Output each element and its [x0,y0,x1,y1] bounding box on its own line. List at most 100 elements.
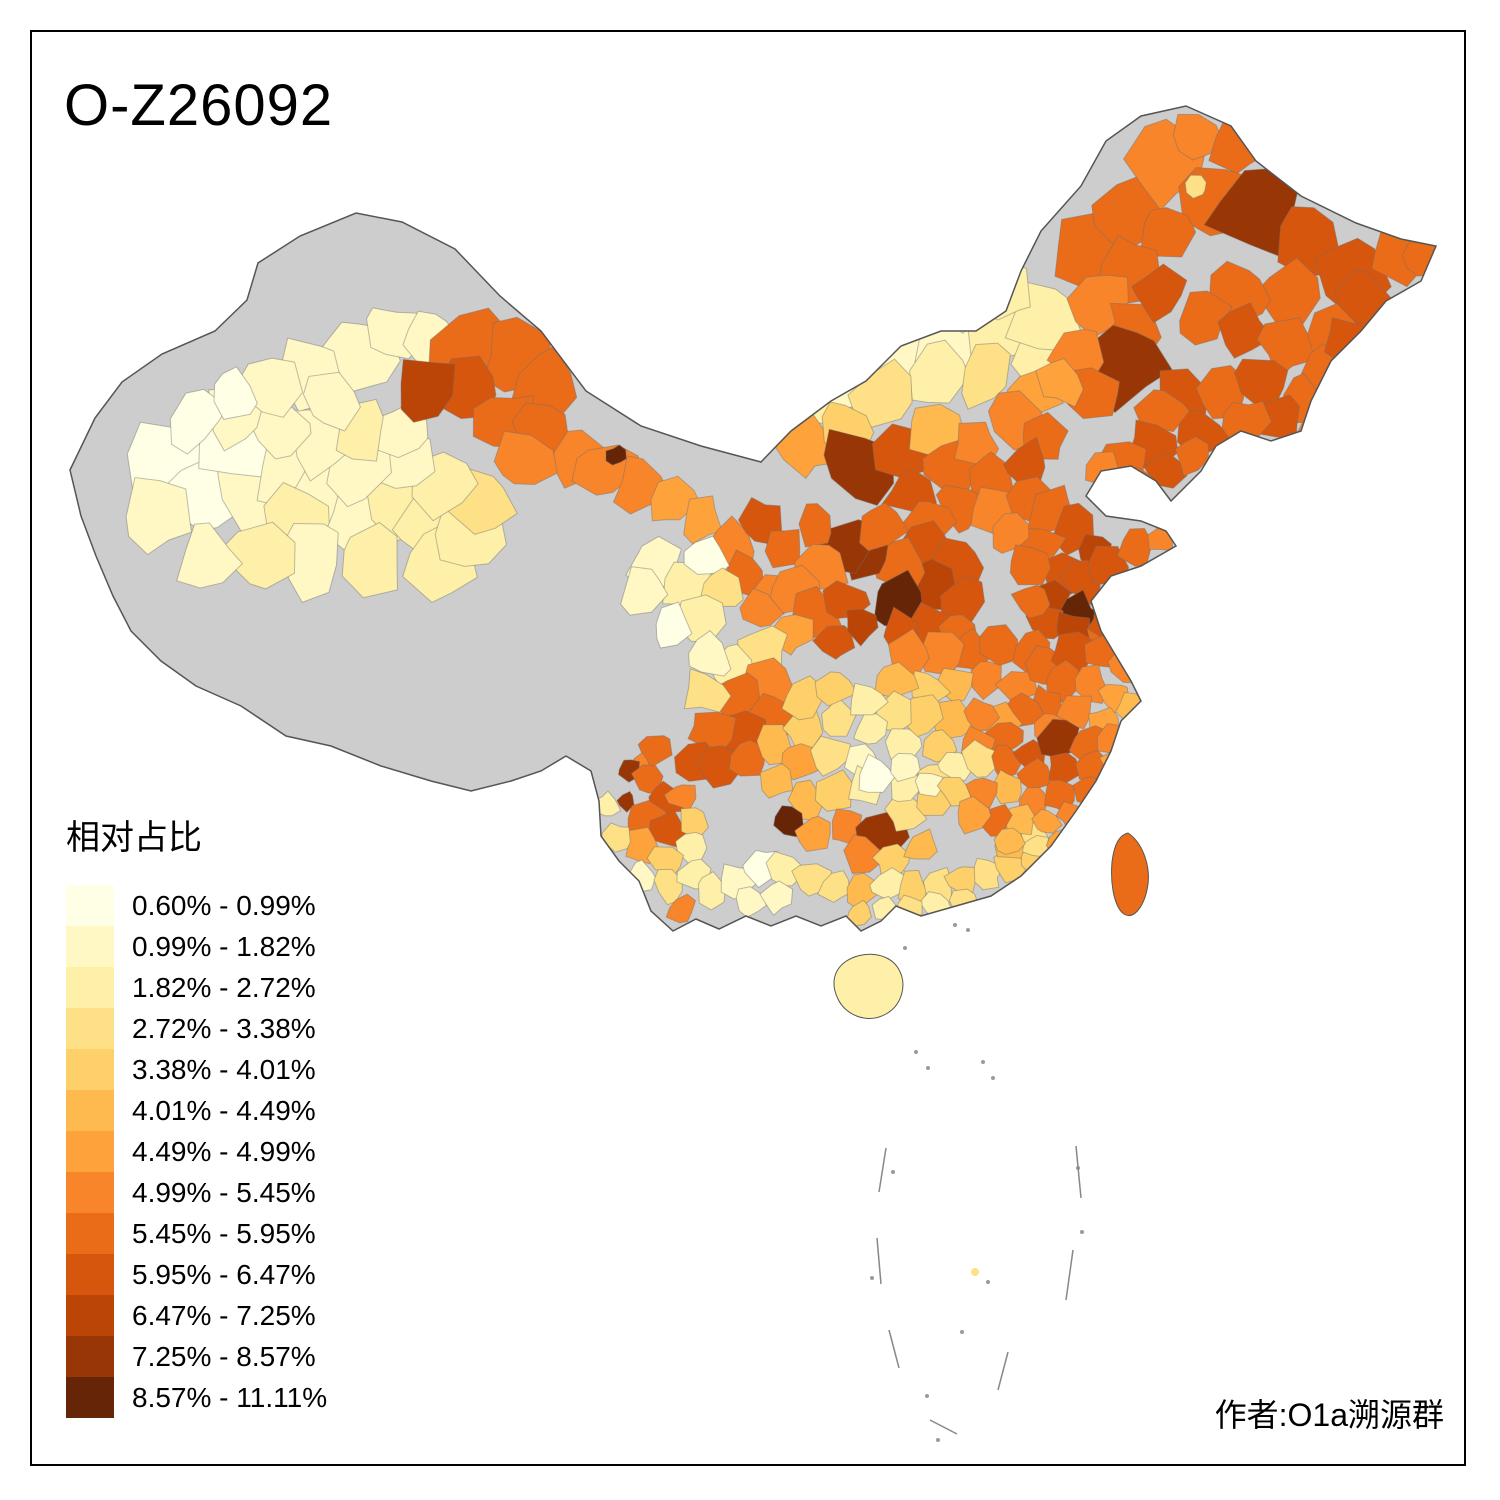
map-region [849,682,889,716]
map-region [1179,290,1233,346]
small-island-dot [903,946,907,950]
map-region [1031,808,1063,834]
small-island-dot [991,1076,995,1080]
legend-swatch [66,1254,114,1295]
map-region [1096,772,1119,801]
map-region [1142,450,1188,489]
map-region [630,764,664,794]
map-region [794,815,831,852]
legend-row: 4.01% - 4.49% [66,1090,327,1131]
taiwan-island [1111,832,1149,916]
legend-swatch [66,1131,114,1172]
map-region [1172,113,1224,161]
map-region [821,695,857,737]
small-island-dot [870,1276,874,1280]
legend-row: 0.60% - 0.99% [66,885,327,926]
map-region [688,630,732,677]
map-region [759,763,794,799]
small-island-dot [891,1170,895,1174]
map-region [843,834,882,875]
sea-boundary-dash [888,1329,900,1369]
author-credit: 作者:O1a溯源群 [1214,1397,1444,1433]
map-region [948,888,979,917]
small-island-dot [925,1394,929,1398]
map-region [963,697,1001,733]
map-region [700,567,744,607]
legend-swatch [66,1377,114,1418]
map-region [616,790,635,813]
legend-row: 2.72% - 3.38% [66,1008,327,1049]
legend-title: 相对占比 [66,819,202,857]
legend-label: 4.01% - 4.49% [132,1094,316,1126]
legend-row: 5.45% - 5.95% [66,1213,327,1254]
legend-row: 1.82% - 2.72% [66,967,327,1008]
map-region [858,502,910,552]
map-region [914,772,944,798]
map-region [970,660,1002,701]
small-island-dot [1080,1230,1084,1234]
legend-label: 2.72% - 3.38% [132,1012,316,1044]
map-region [697,871,726,911]
sea-boundary-dash [1075,1145,1082,1199]
legend-label: 0.99% - 1.82% [132,930,316,962]
legend-label: 3.38% - 4.01% [132,1053,316,1085]
legend-label: 1.82% - 2.72% [132,971,316,1003]
map-region [1074,664,1109,705]
map-region [650,475,701,522]
map-region [764,528,801,569]
map-region [1034,357,1084,408]
map-region [493,430,558,486]
legend-row: 5.95% - 6.47% [66,1254,327,1295]
map-region [1131,263,1188,324]
small-island-dot [914,1050,918,1054]
map-region [1010,584,1051,619]
legend-label: 0.60% - 0.99% [132,889,316,921]
sea-boundary-dash [878,1147,887,1193]
map-region [993,827,1026,856]
map-region [935,484,982,534]
legend-label: 8.57% - 11.11% [132,1381,328,1413]
small-island-dot [971,1268,979,1276]
map-region [1086,801,1110,826]
legend-row: 8.57% - 11.11% [66,1377,327,1418]
map-region [1174,436,1210,477]
map-region [1139,206,1197,258]
map-region [961,342,1011,410]
map-region [814,671,859,707]
small-island-dot [960,1330,964,1334]
map-region [302,371,361,432]
map-region [655,601,693,649]
sea-boundary-dash [929,1419,958,1435]
map-region [759,880,794,917]
legend-swatch [66,926,114,967]
map-region [605,444,627,466]
map-region [1009,544,1052,586]
map-region [773,805,804,838]
map-region [665,893,697,924]
small-island-dot [953,923,957,927]
map-region [1133,389,1191,433]
legend-row: 6.47% - 7.25% [66,1295,327,1336]
map-region [1256,317,1316,379]
map-region [846,899,872,927]
map-region [213,366,258,420]
south-china-sea-features [870,923,1084,1442]
map-region [400,358,456,423]
legend: 相对占比 0.60% - 0.99% 0.99% - 1.82% 1.82% - 2… [66,810,327,1418]
map-region [176,522,244,589]
legend-swatch [66,1008,114,1049]
legend-swatch [66,1090,114,1131]
legend-swatch [66,1172,114,1213]
legend-label: 5.45% - 5.95% [132,1217,316,1249]
map-region [620,566,669,616]
map-region [683,495,723,545]
map-region [957,795,992,835]
map-region [1184,174,1207,199]
map-region [1104,583,1144,618]
small-island-dot [926,1066,930,1070]
legend-row: 3.38% - 4.01% [66,1049,327,1090]
map-region [341,521,399,599]
legend-row: 4.49% - 4.99% [66,1131,327,1172]
legend-row: 0.99% - 1.82% [66,926,327,967]
map-region [869,867,905,901]
